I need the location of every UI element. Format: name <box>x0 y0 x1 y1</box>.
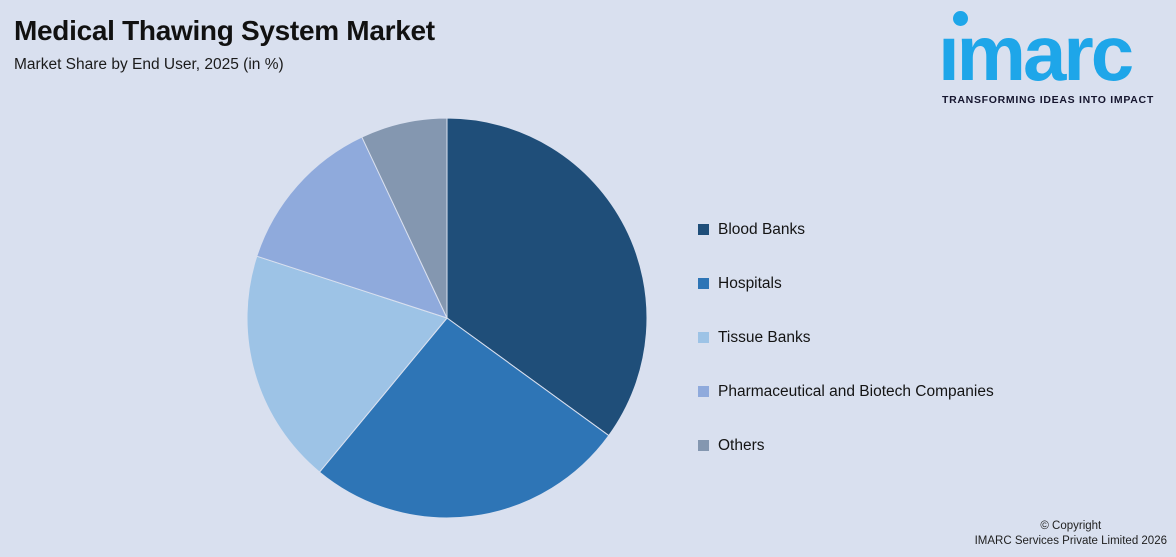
legend-swatch-icon <box>698 224 709 235</box>
pie-chart-area <box>237 108 657 528</box>
legend-swatch-icon <box>698 440 709 451</box>
legend-swatch-icon <box>698 386 709 397</box>
logo-dot-icon <box>953 11 968 26</box>
copyright-line1: © Copyright <box>1040 519 1102 532</box>
copyright: © Copyright IMARC Services Private Limit… <box>975 519 1167 550</box>
chart-subtitle: Market Share by End User, 2025 (in %) <box>14 55 284 73</box>
imarc-logo: ımarc TRANSFORMING IDEAS INTO IMPACT <box>936 0 1172 112</box>
pie-slice-blood-banks <box>446 117 648 437</box>
legend-label: Pharmaceutical and Biotech Companies <box>718 382 994 400</box>
pie-slice-others <box>361 117 448 319</box>
pie-slice-pharmaceutical-and-biotech-companies <box>256 136 448 319</box>
logo-tagline: TRANSFORMING IDEAS INTO IMPACT <box>942 94 1154 106</box>
legend-swatch-icon <box>698 332 709 343</box>
legend-item: Tissue Banks <box>698 327 994 348</box>
legend-label: Others <box>718 436 765 454</box>
pie-slice-tissue-banks <box>246 255 448 473</box>
pie-slice-hospitals <box>318 317 610 519</box>
legend-item: Others <box>698 435 994 456</box>
logo-text: ımarc <box>938 9 1134 97</box>
legend-item: Pharmaceutical and Biotech Companies <box>698 381 994 402</box>
page-title: Medical Thawing System Market <box>14 15 435 46</box>
legend-item: Hospitals <box>698 273 994 294</box>
legend-label: Tissue Banks <box>718 328 811 346</box>
copyright-line2: IMARC Services Private Limited 2026 <box>974 535 1167 548</box>
legend-label: Blood Banks <box>718 220 806 238</box>
legend-label: Hospitals <box>718 274 782 292</box>
legend: Blood Banks Hospitals Tissue Banks Pharmace… <box>698 219 994 456</box>
legend-swatch-icon <box>698 278 709 289</box>
chart-header: Medical Thawing System Market Market Sha… <box>14 14 435 74</box>
pie-chart <box>246 117 648 519</box>
legend-item: Blood Banks <box>698 219 994 240</box>
